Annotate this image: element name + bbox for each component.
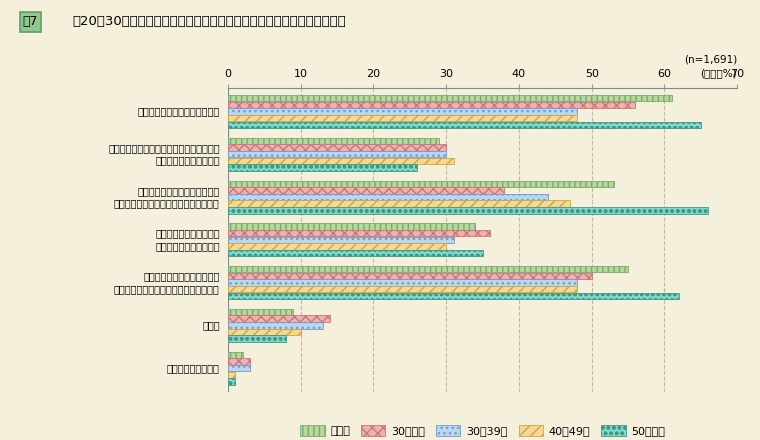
Bar bbox=[228, 329, 301, 335]
Bar bbox=[228, 315, 330, 322]
Bar bbox=[228, 230, 490, 236]
Bar bbox=[228, 293, 679, 299]
Bar bbox=[228, 378, 236, 385]
Bar bbox=[228, 335, 287, 342]
Bar bbox=[228, 194, 548, 200]
Bar bbox=[228, 138, 439, 144]
Bar bbox=[228, 102, 635, 108]
Bar bbox=[228, 286, 577, 293]
Text: (単位：%): (単位：%) bbox=[701, 68, 737, 78]
Bar bbox=[228, 121, 701, 128]
Bar bbox=[228, 243, 446, 249]
Bar bbox=[228, 266, 628, 272]
Bar bbox=[228, 250, 483, 256]
Bar bbox=[228, 95, 672, 102]
Bar bbox=[228, 358, 250, 365]
Bar bbox=[228, 279, 577, 286]
Bar bbox=[228, 322, 322, 329]
Bar bbox=[228, 371, 236, 378]
Bar bbox=[228, 201, 570, 207]
Bar bbox=[228, 352, 242, 358]
Bar bbox=[228, 144, 446, 151]
Bar bbox=[228, 151, 446, 158]
Bar bbox=[228, 158, 454, 164]
Legend: 全年齢, 30歳未満, 30～39歳, 40～49歳, 50歳以上: 全年齢, 30歳未満, 30～39歳, 40～49歳, 50歳以上 bbox=[296, 421, 670, 440]
Bar bbox=[228, 309, 293, 315]
Text: (n=1,691): (n=1,691) bbox=[684, 55, 737, 65]
Bar bbox=[228, 180, 613, 187]
Text: 20～30歳台の職員の割合が少ないことにより生じる問題（複数回答）: 20～30歳台の職員の割合が少ないことにより生じる問題（複数回答） bbox=[72, 15, 346, 29]
Bar bbox=[228, 207, 708, 213]
Bar bbox=[228, 273, 592, 279]
Bar bbox=[228, 187, 505, 194]
Bar bbox=[228, 237, 454, 243]
Text: 図7: 図7 bbox=[23, 15, 38, 29]
Bar bbox=[228, 165, 417, 171]
Bar bbox=[228, 108, 577, 115]
Bar bbox=[228, 365, 250, 371]
Bar bbox=[228, 224, 475, 230]
Bar bbox=[228, 115, 577, 121]
